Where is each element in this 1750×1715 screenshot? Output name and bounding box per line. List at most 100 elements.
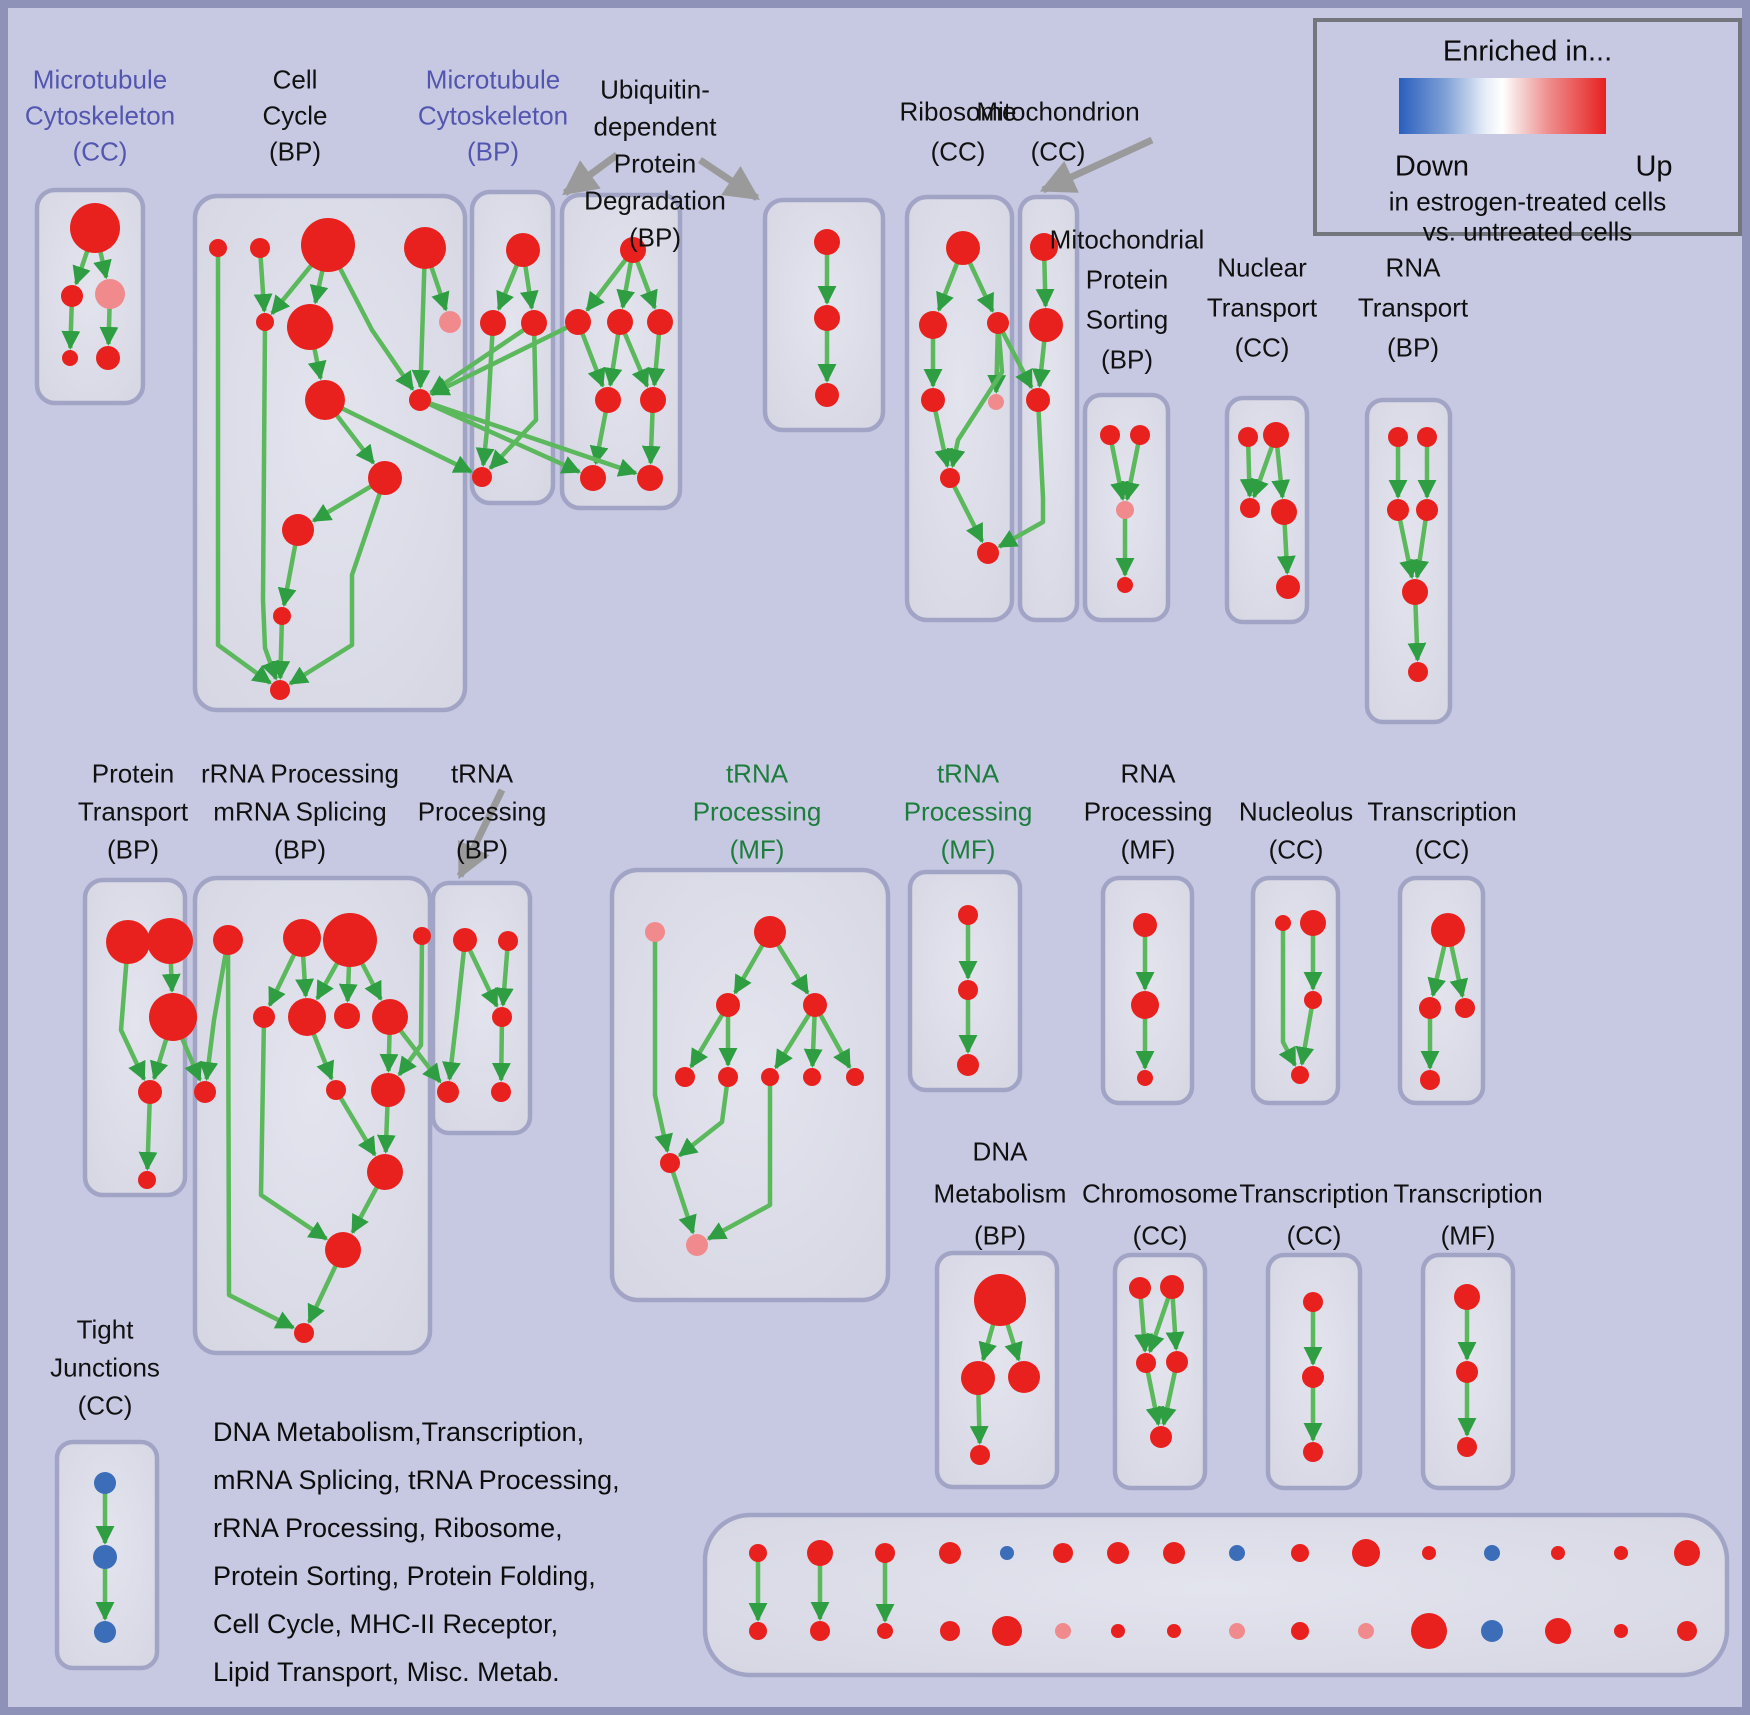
node-strip.t4 (1000, 1546, 1014, 1560)
edge (1107, 434, 1129, 502)
node-rib.b4 (921, 388, 945, 412)
legend-title: Enriched in... (1442, 35, 1613, 68)
node-ub1.y3 (607, 309, 633, 335)
caption-line: mRNA Splicing, tRNA Processing, (213, 1465, 620, 1495)
node-rt.v1 (1388, 427, 1408, 447)
caption-line: Lipid Transport, Misc. Metab. (213, 1657, 560, 1687)
node-strip.t11 (1422, 1546, 1436, 1560)
edge (419, 397, 638, 477)
node-tmf.f1 (1454, 1284, 1480, 1310)
edge (429, 319, 579, 397)
node-rib.b2 (919, 311, 947, 339)
node-trna_bp.w1 (453, 928, 477, 952)
legend-gradient-bar (1399, 78, 1606, 134)
node-rrna.r3 (323, 913, 377, 967)
node-strip.b15 (1677, 1621, 1697, 1641)
node-chrom.h2 (1160, 1275, 1184, 1299)
node-strip.b11 (1411, 1613, 1447, 1649)
edge (271, 615, 291, 680)
node-trna_bp.w2 (498, 931, 518, 951)
node-rrna.r14 (294, 1323, 314, 1343)
node-mf2.c2 (958, 980, 978, 1000)
node-cc.n9 (305, 380, 345, 420)
node-ub1.y4 (647, 309, 673, 335)
edge (488, 322, 539, 470)
legend-subtitle-line2: vs. untreated cells (1422, 216, 1633, 247)
edge (494, 940, 514, 1007)
node-ub2.q3 (815, 383, 839, 407)
node-rpmf.e2 (1131, 991, 1159, 1019)
node-chrom.h1 (1129, 1277, 1151, 1299)
node-pt.p3 (149, 993, 197, 1041)
edge (491, 1016, 511, 1082)
node-mito.g2 (1029, 308, 1063, 342)
node-ub1.y5 (595, 387, 621, 413)
node-pt.p2 (147, 918, 193, 964)
node-ub1.y1 (620, 237, 646, 263)
node-rrna.r10 (326, 1080, 346, 1100)
node-cc.n13 (270, 680, 290, 700)
node-tcc1.t3 (1455, 998, 1475, 1018)
node-strip.t3 (939, 1542, 961, 1564)
node-cc.n2 (250, 238, 270, 258)
ubiquitin-arrow-right (698, 157, 760, 201)
node-ub2.q1 (814, 229, 840, 255)
node-nt.u5 (1276, 575, 1300, 599)
node-strip.t1 (807, 1540, 833, 1566)
edge (253, 247, 273, 313)
node-cc.n6 (287, 304, 333, 350)
node-cc.n10 (368, 461, 402, 495)
node-mf1.m5 (675, 1067, 695, 1087)
node-pt.p4 (138, 1080, 162, 1104)
node-strip.b4 (992, 1616, 1022, 1646)
node-rt.v5 (1402, 579, 1428, 605)
color-legend: Enriched in... Down Up in estrogen-treat… (1313, 18, 1742, 247)
edge (677, 1076, 731, 1158)
node-strip.t15 (1674, 1540, 1700, 1566)
node-ub1.y2 (565, 309, 591, 335)
node-strip.b2 (877, 1623, 893, 1639)
node-strip.t14 (1614, 1546, 1628, 1560)
nodes-layer (61, 203, 1700, 1649)
node-mf1.m4 (803, 993, 827, 1017)
edge (1410, 509, 1430, 580)
node-ub1.y7 (580, 465, 606, 491)
node-strip.b8 (1229, 1623, 1245, 1639)
edge (996, 321, 1034, 390)
node-strip.b13 (1545, 1618, 1571, 1644)
node-rpmf.e1 (1133, 913, 1157, 937)
node-rib.b6 (940, 468, 960, 488)
node-strip.t12 (1484, 1545, 1500, 1561)
node-rrna.r7 (334, 1003, 360, 1029)
node-rrna.r9 (194, 1081, 216, 1103)
caption-line: Cell Cycle, MHC-II Receptor, (213, 1609, 559, 1639)
node-rpmf.e3 (1137, 1070, 1153, 1086)
node-nt.u2 (1263, 422, 1289, 448)
node-mps.s1 (1100, 425, 1120, 445)
edge (1395, 509, 1418, 580)
edge (199, 939, 231, 1081)
node-mt_cc.e (96, 346, 120, 370)
node-rrna.r8 (372, 999, 408, 1035)
edge (258, 1016, 328, 1241)
edge (411, 247, 431, 389)
node-mps.s2 (1130, 425, 1150, 445)
group-box-ub1 (559, 192, 683, 511)
node-ub2.q2 (814, 305, 840, 331)
node-rt.v2 (1417, 427, 1437, 447)
node-strip.b3 (940, 1621, 960, 1641)
node-rrna.r13 (325, 1232, 361, 1268)
edge (288, 477, 388, 686)
node-mps.s3 (1116, 501, 1134, 519)
node-tcc2.k1 (1303, 1292, 1323, 1312)
edge (324, 397, 473, 474)
group-box-tcc1 (1397, 875, 1486, 1106)
node-strip.b5 (1055, 1623, 1071, 1639)
group-box-misc-strip (702, 1512, 1730, 1678)
node-mt_bp.x1 (506, 233, 540, 267)
edge (946, 322, 1005, 469)
node-strip.b0 (749, 1622, 767, 1640)
edge (419, 397, 582, 474)
node-strip.b14 (1614, 1624, 1628, 1638)
node-dna.d3 (1008, 1361, 1040, 1393)
